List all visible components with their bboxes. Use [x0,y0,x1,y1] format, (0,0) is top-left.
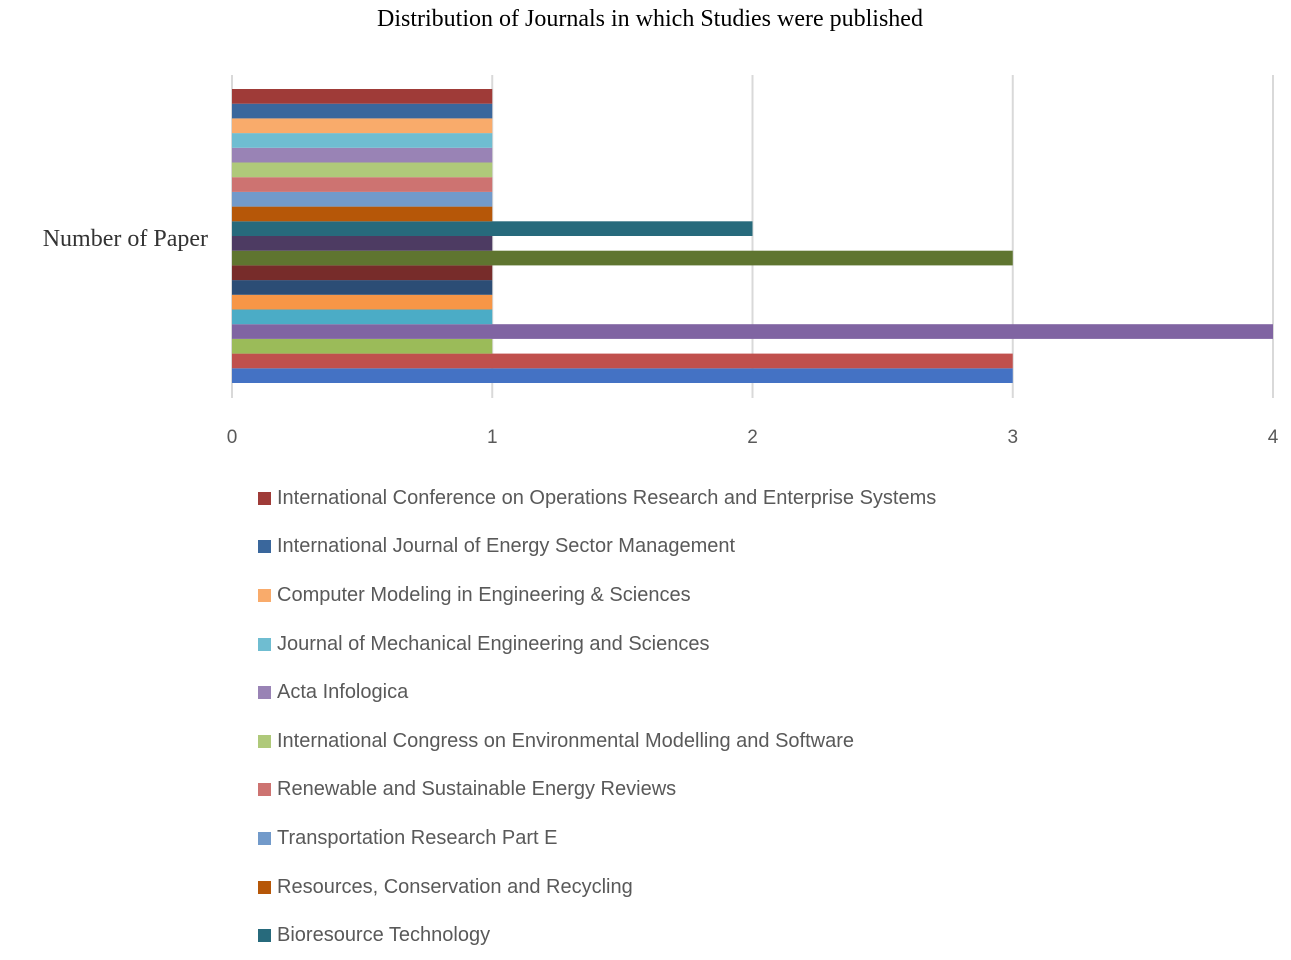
legend-swatch [258,540,271,554]
y-category-label: Number of Paper [43,226,208,252]
x-tick-label: 3 [1007,427,1018,448]
bar [232,103,493,119]
legend-label: Renewable and Sustainable Energy Reviews [277,778,677,801]
chart-title: Distribution of Journals in which Studie… [377,6,923,32]
x-tick-label: 2 [747,427,758,448]
legend-swatch [258,929,271,943]
bar [232,265,493,281]
bar [232,324,1273,339]
legend-label: Transportation Research Part E [277,826,558,849]
legend-label: Journal of Mechanical Engineering and Sc… [277,632,710,655]
bar-chart: 0 1 2 3 4 Number of Paper [43,75,1279,448]
legend-swatch [258,734,271,748]
legend-item: Resources, Conservation and Recycling [258,863,936,912]
bar [232,353,1013,369]
legend-item: International Journal of Energy Sector M… [258,523,936,572]
bar [232,368,1013,383]
bar [232,147,493,163]
bar [232,162,493,178]
legend-item: International Conference on Operations R… [258,474,936,523]
legend-item: Journal of Mechanical Engineering and Sc… [258,620,936,669]
legend-label: Resources, Conservation and Recycling [277,875,633,898]
bar [232,338,493,354]
legend-label: Computer Modeling in Engineering & Scien… [277,583,691,606]
legend-swatch [258,686,271,700]
x-tick-label: 1 [487,427,498,448]
bar [232,221,753,236]
legend-label: International Conference on Operations R… [277,486,937,509]
bar [232,250,1013,266]
legend-item: Computer Modeling in Engineering & Scien… [258,571,936,620]
bar [232,89,493,104]
legend-label: International Journal of Energy Sector M… [277,535,736,558]
legend-swatch [258,491,271,505]
bar [232,191,493,207]
bar [232,118,493,134]
x-tick-label: 4 [1268,427,1279,448]
legend-swatch [258,588,271,602]
bar [232,177,493,192]
legend-item: Transportation Research Part E [258,814,936,863]
legend-item: Acta Infologica [258,668,936,717]
legend-swatch [258,880,271,894]
legend-label: Bioresource Technology [277,924,491,947]
chart-legend: International Conference on Operations R… [258,474,936,960]
legend-label: Acta Infologica [277,681,409,704]
x-tick-label: 0 [227,427,238,448]
legend-swatch [258,831,271,845]
legend-swatch [258,783,271,797]
bar [232,309,493,325]
bar [232,206,493,222]
legend-swatch [258,637,271,651]
bar [232,294,493,310]
legend-item: International Congress on Environmental … [258,717,936,766]
legend-item: Bioresource Technology [258,911,936,960]
legend-item: Renewable and Sustainable Energy Reviews [258,766,936,815]
bar [232,236,493,251]
bar [232,280,493,295]
bar [232,133,493,148]
legend-label: International Congress on Environmental … [277,729,855,752]
